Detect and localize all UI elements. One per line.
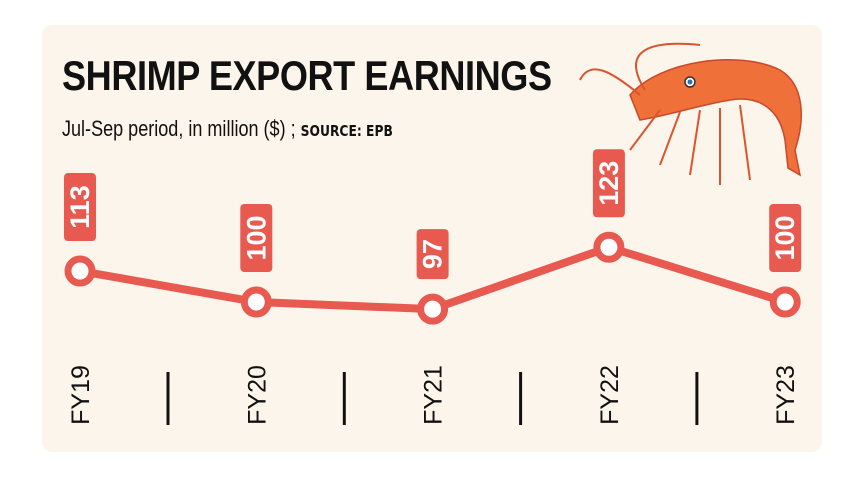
x-tick-label: FY21 xyxy=(420,365,448,425)
x-tick-label: FY23 xyxy=(772,365,800,425)
data-label: 123 xyxy=(594,161,624,206)
source-label: SOURCE: EPB xyxy=(300,122,393,140)
data-label: 97 xyxy=(418,239,448,269)
chart-subtitle: Jul-Sep period, in million ($) ; SOURCE:… xyxy=(62,116,393,142)
data-point xyxy=(240,286,272,318)
data-label: 100 xyxy=(770,215,800,260)
data-point xyxy=(593,231,625,263)
data-label-bg xyxy=(592,149,625,218)
chart-title: SHRIMP EXPORT EARNINGS xyxy=(62,52,552,99)
data-label-bg xyxy=(769,204,802,272)
data-point xyxy=(769,286,801,318)
shrimp-icon xyxy=(579,42,802,185)
data-point xyxy=(64,255,96,287)
x-tick-label: FY22 xyxy=(596,365,624,425)
data-label-bg xyxy=(416,229,449,280)
subtitle-text: Jul-Sep period, in million ($) ; xyxy=(62,116,296,141)
data-label: 113 xyxy=(65,185,95,229)
x-tick-label: FY20 xyxy=(243,365,271,425)
data-point xyxy=(417,293,449,325)
data-label-bg xyxy=(240,204,273,272)
data-label: 100 xyxy=(241,215,271,260)
x-tick-label: FY19 xyxy=(67,365,95,425)
data-label-bg xyxy=(64,173,96,242)
